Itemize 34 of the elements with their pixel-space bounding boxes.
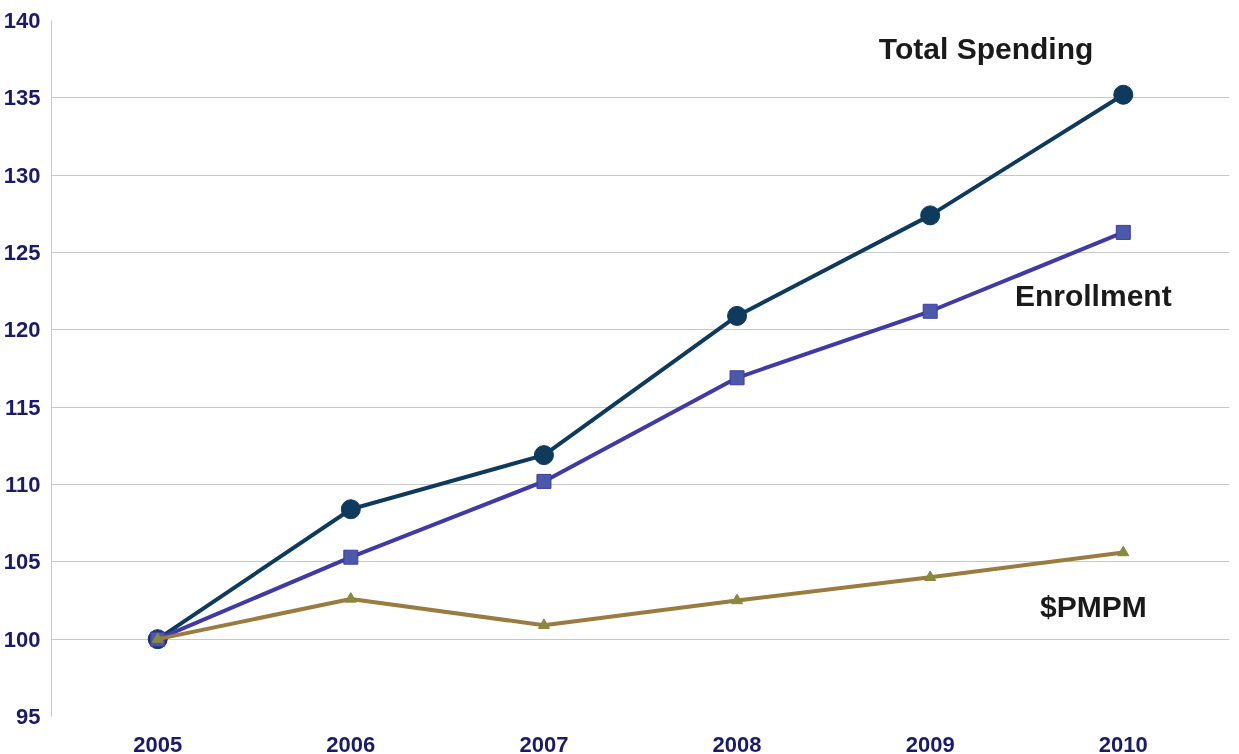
point [343, 549, 359, 565]
point [533, 445, 554, 466]
point [924, 570, 937, 581]
series-label: Enrollment [1014, 279, 1172, 313]
point [731, 593, 744, 605]
point [920, 205, 941, 226]
point [537, 618, 550, 629]
series-label: $PMPM [1039, 589, 1147, 623]
point [922, 303, 938, 319]
point [1113, 84, 1134, 105]
y-tick-label: 110 [5, 472, 41, 497]
y-tick-label: 95 [16, 704, 41, 729]
x-tick-label: 2010 [1098, 731, 1148, 754]
point [536, 473, 552, 489]
x-tick-label: 2008 [712, 731, 762, 754]
point [727, 305, 748, 326]
y-tick-label: 105 [3, 549, 41, 575]
point [344, 592, 357, 603]
point [1117, 545, 1130, 557]
y-tick-label: 130 [3, 162, 41, 188]
y-tick-label: 120 [3, 317, 41, 343]
y-tick-label: 135 [3, 85, 41, 111]
x-tick-label: 2006 [326, 731, 376, 754]
x-tick-label: 2005 [133, 731, 183, 754]
y-tick-label: 140 [3, 8, 41, 33]
y-tick-label: 100 [3, 626, 41, 652]
y-tick-label: 115 [5, 394, 41, 420]
point [1115, 224, 1131, 240]
y-tick-label: 125 [3, 240, 41, 265]
x-tick-label: 2007 [519, 731, 569, 754]
point [340, 499, 361, 520]
series-label: Total Spending [878, 31, 1094, 65]
x-tick-label: 2009 [905, 731, 955, 754]
point [729, 370, 745, 386]
